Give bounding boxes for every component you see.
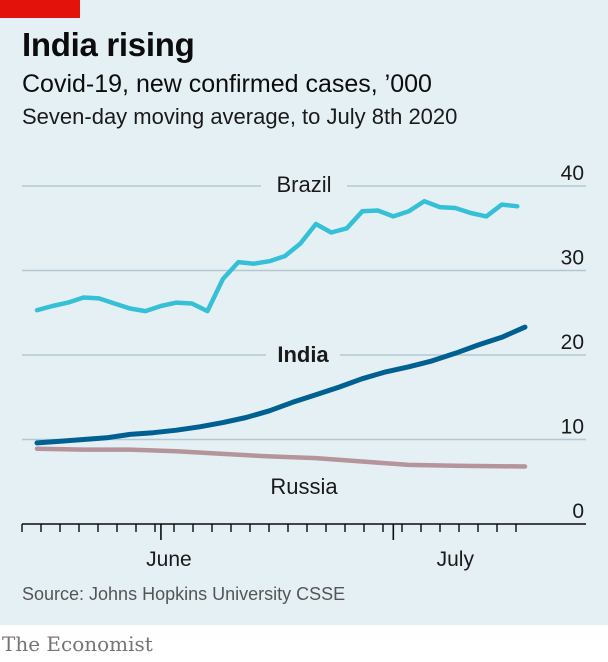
series-label-brazil: Brazil — [276, 172, 331, 197]
series-line-india — [34, 324, 528, 446]
chart-subtitle: Covid-19, new confirmed cases, ’000 — [22, 70, 432, 98]
chart-title: India rising — [22, 26, 195, 63]
series-lines — [34, 198, 528, 469]
chart-panel: India rising Covid-19, new confirmed cas… — [0, 0, 608, 625]
x-axis: June July — [21, 523, 586, 571]
series-label-india: India — [277, 342, 329, 367]
series-labels: Brazil India Russia — [261, 172, 347, 500]
brand-red-tag — [0, 0, 80, 18]
series-line-russia — [34, 446, 528, 469]
source-note: Source: Johns Hopkins University CSSE — [22, 584, 346, 604]
series-label-russia: Russia — [270, 474, 338, 499]
chart-note: Seven-day moving average, to July 8th 20… — [22, 104, 458, 129]
brand-wordmark: The Economist — [2, 632, 153, 656]
x-tick-label: June — [146, 548, 192, 571]
x-tick-label: July — [437, 548, 475, 571]
y-tick-label: 30 — [561, 247, 584, 270]
y-tick-label: 20 — [561, 331, 584, 354]
y-tick-label: 10 — [561, 416, 584, 439]
series-label-bg — [261, 474, 347, 500]
y-tick-label: 40 — [561, 162, 584, 185]
series-label-bg — [261, 172, 347, 198]
gridlines — [22, 185, 586, 441]
line-chart: 0 10 20 30 40 June July Brazil India Russia — [21, 162, 586, 571]
series-label-bg — [266, 342, 340, 368]
y-tick-label: 0 — [572, 500, 584, 523]
series-line-brazil — [34, 198, 520, 314]
y-tick-labels: 0 10 20 30 40 — [561, 162, 584, 523]
